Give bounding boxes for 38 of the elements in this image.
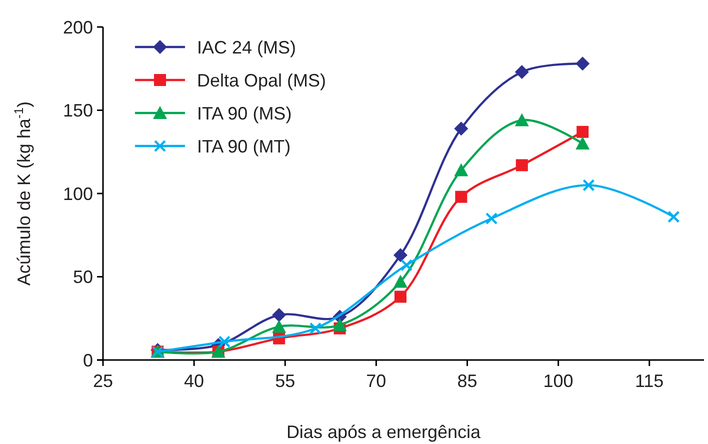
x-tick-label: 25: [92, 371, 114, 391]
point: [514, 113, 529, 126]
x-axis-title: Dias após a emergência: [286, 422, 482, 442]
legend-label: ITA 90 (MT): [197, 136, 291, 156]
point: [454, 163, 468, 176]
x-tick-label: 85: [457, 371, 478, 391]
x-tick-label: 70: [366, 371, 386, 391]
point: [582, 179, 595, 192]
x-tick-label: 115: [635, 371, 664, 391]
point: [576, 126, 589, 138]
point: [485, 212, 498, 225]
point: [394, 290, 406, 303]
point: [272, 320, 286, 333]
y-tick-label: 50: [72, 267, 93, 288]
point: [218, 336, 231, 348]
x-tick-label: 55: [275, 371, 296, 391]
y-tick-label: 0: [82, 350, 93, 370]
point: [455, 190, 468, 203]
point: [309, 322, 322, 334]
point: [393, 274, 408, 288]
legend-label: Delta Opal (MS): [197, 70, 326, 90]
point: [576, 56, 590, 71]
point: [668, 210, 680, 223]
y-tick-label: 100: [62, 184, 93, 204]
y-tick-label: 150: [62, 100, 93, 121]
y-tick-label: 200: [62, 17, 93, 38]
point: [332, 318, 347, 332]
point: [576, 136, 590, 150]
point: [393, 248, 408, 262]
x-tick-label: 40: [184, 371, 204, 391]
point: [272, 308, 286, 322]
legend-label: ITA 90 (MS): [197, 103, 292, 124]
point: [516, 159, 528, 172]
point: [454, 122, 468, 136]
legend-label: IAC 24 (MS): [197, 37, 296, 58]
x-tick-label: 100: [543, 371, 574, 391]
point: [400, 258, 413, 272]
point: [514, 64, 529, 79]
